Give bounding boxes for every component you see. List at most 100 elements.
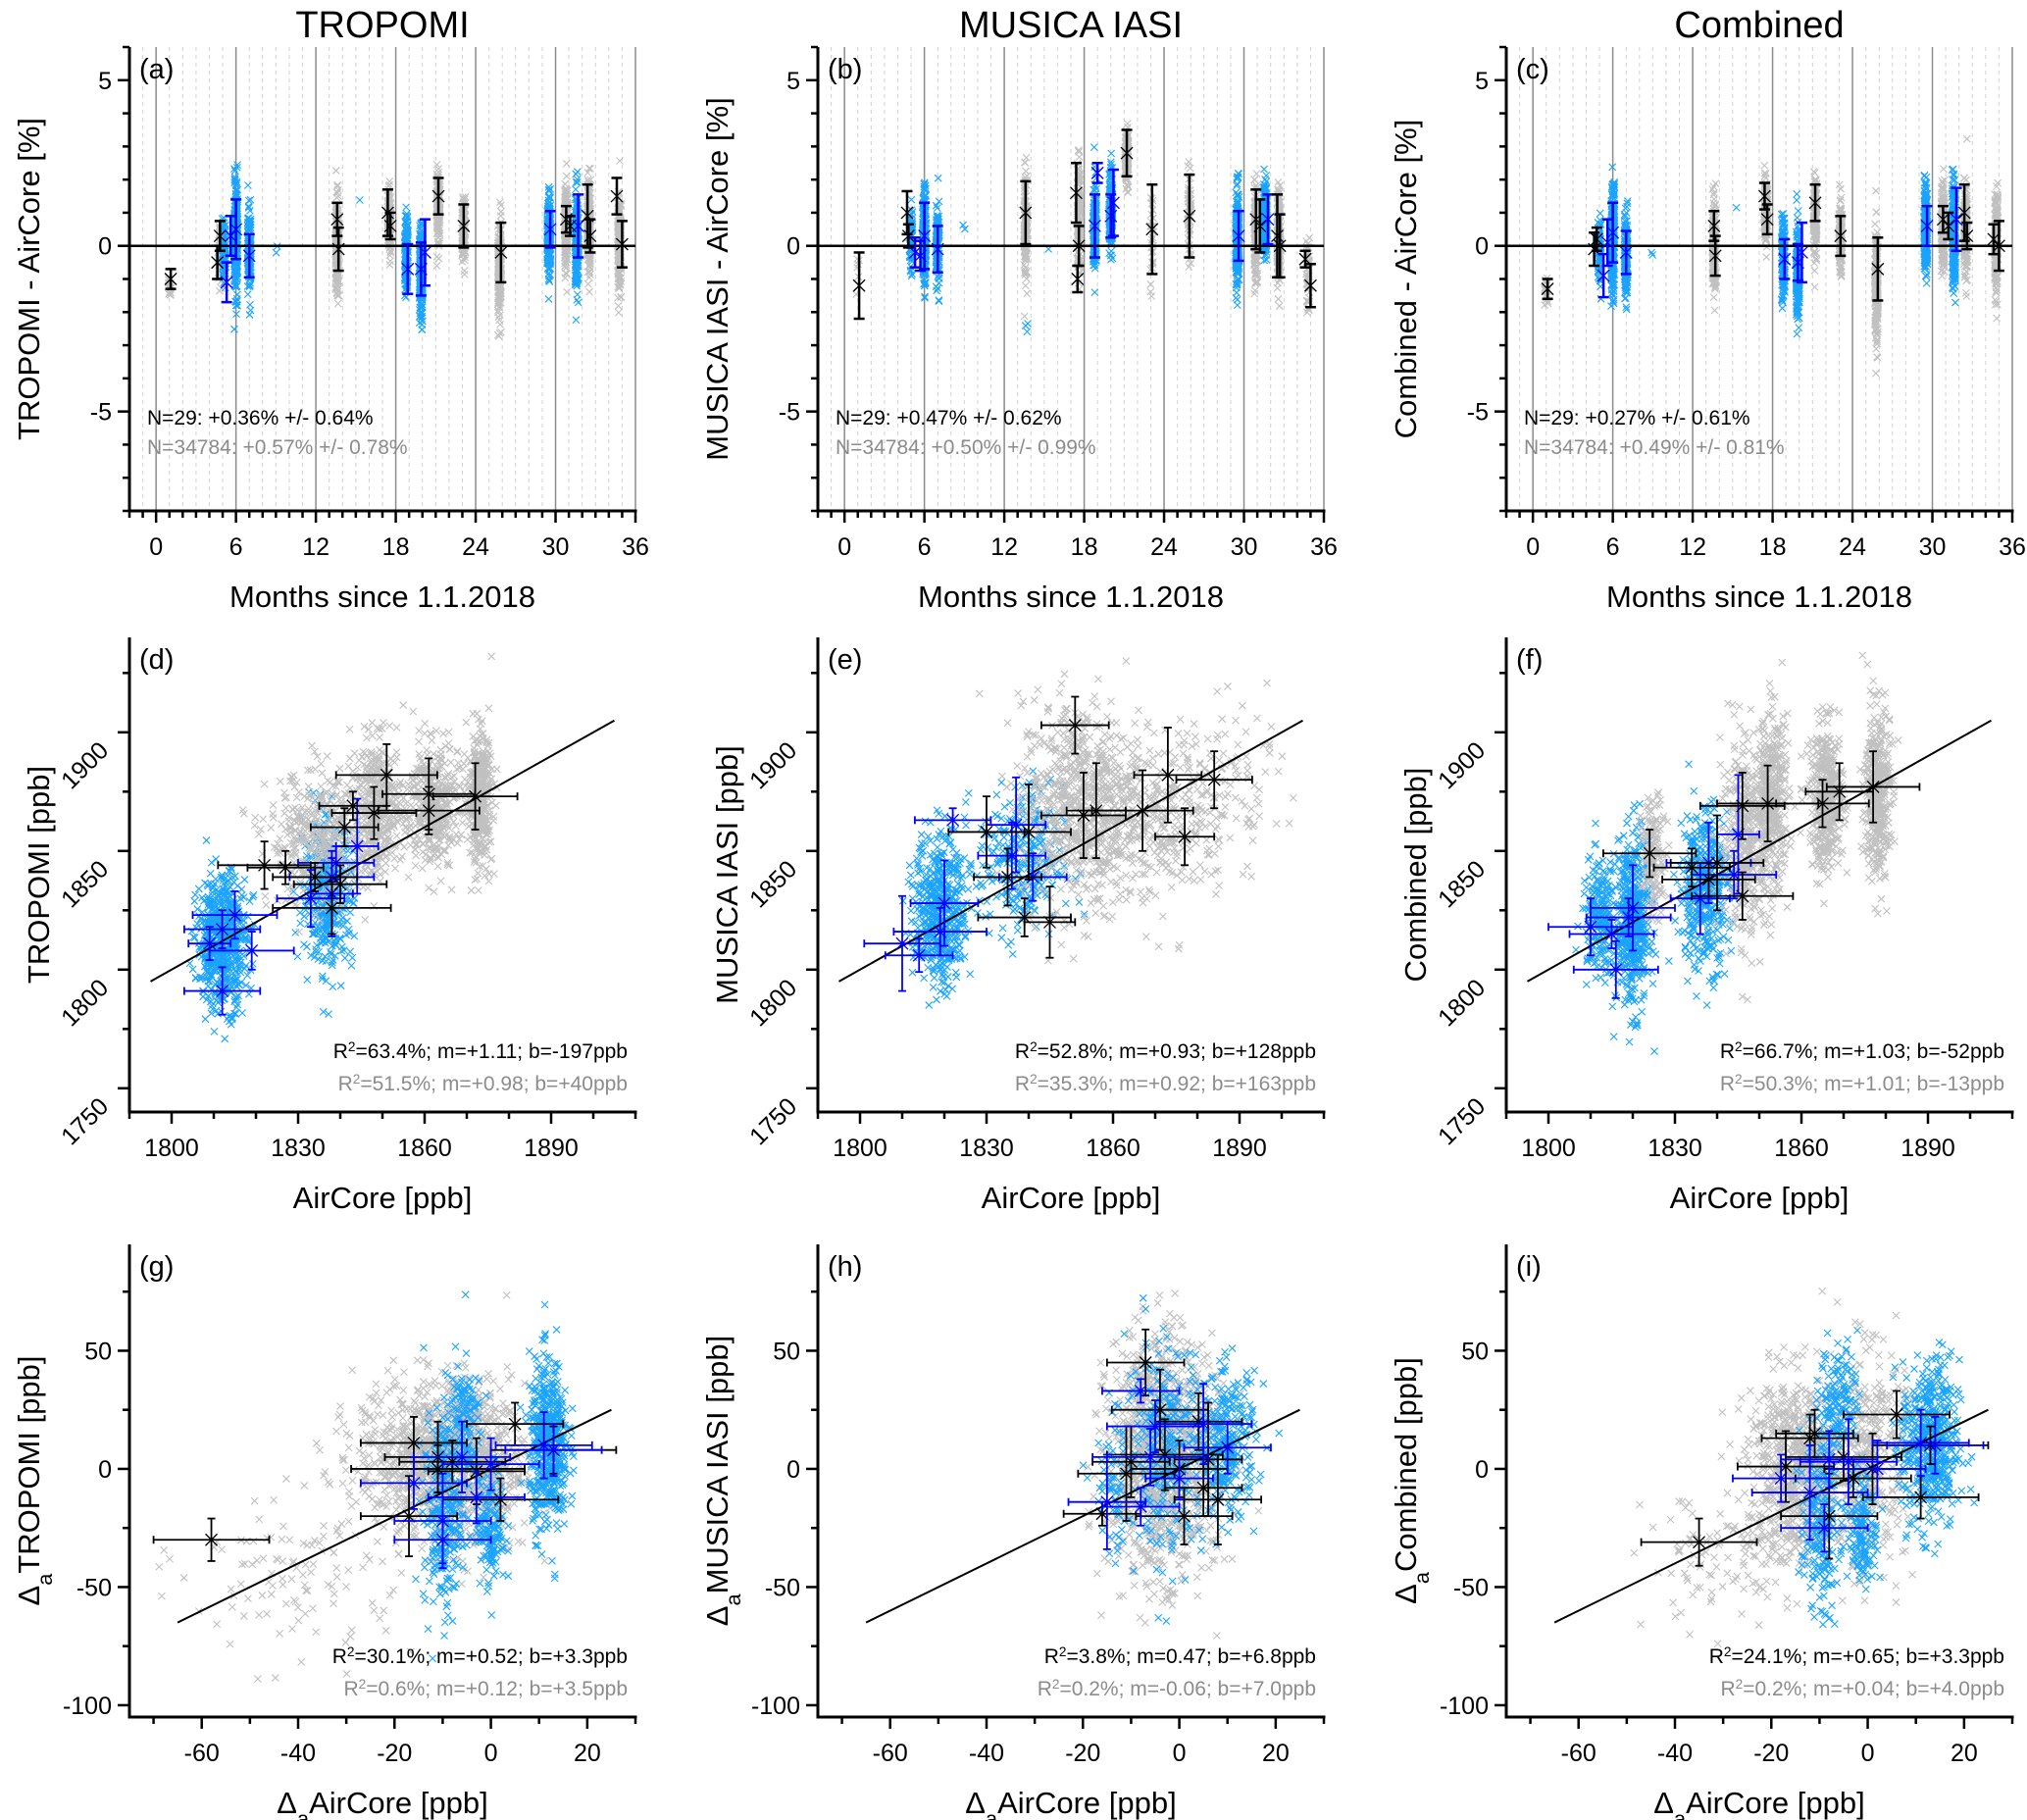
scatter-point-collocated <box>544 182 553 191</box>
plot-area <box>129 157 635 340</box>
scatter-point-collocated <box>545 202 554 210</box>
scatter-point-all <box>495 198 504 207</box>
scatter-point-all <box>614 221 622 229</box>
grid-lines <box>817 47 1325 511</box>
scatter-point-collocated <box>544 294 553 303</box>
mean-marker <box>543 223 557 236</box>
mean-point-with-errorbar <box>213 220 227 253</box>
scatter-point-all <box>586 165 594 173</box>
scatter-point-all <box>614 282 623 291</box>
mean-point-with-errorbar <box>572 193 585 259</box>
mean-point-with-errorbar <box>330 201 344 237</box>
scatter-point-all <box>1021 271 1030 278</box>
mean-point-with-errorbar <box>331 226 345 273</box>
scatter-point-collocated <box>920 281 929 290</box>
scatter-point-collocated <box>1090 257 1098 266</box>
scatter-point-all <box>434 168 443 177</box>
scatter-point-all <box>333 278 342 286</box>
scatter-point-collocated <box>908 270 916 278</box>
scatter-point-collocated <box>1235 275 1242 283</box>
scatter-point-collocated <box>416 229 425 238</box>
scatter-point-collocated <box>543 256 552 264</box>
scatter-point-all <box>386 257 394 266</box>
mean-marker <box>330 213 344 227</box>
scatter-point-collocated <box>573 290 582 299</box>
scatter-point-all <box>496 320 504 329</box>
scatter-point-collocated <box>243 290 252 298</box>
scatter-point-collocated <box>545 278 554 285</box>
scatter-point-collocated <box>231 187 240 196</box>
panel-label: (a) <box>139 54 174 85</box>
scatter-point-all <box>583 268 592 277</box>
scatter-point-collocated <box>416 231 425 240</box>
scatter-point-collocated <box>572 170 581 178</box>
scatter-point-collocated <box>230 167 239 176</box>
scatter-point-collocated <box>245 280 254 289</box>
mean-point-with-errorbar <box>615 220 629 269</box>
scatter-point-all <box>1020 269 1029 277</box>
scatter-point-collocated <box>907 210 916 219</box>
scatter-point-collocated <box>907 272 916 280</box>
mean-marker <box>615 237 629 251</box>
scatter-point-collocated <box>244 202 253 211</box>
scatter-point-all <box>333 299 342 308</box>
scatter-point-collocated <box>245 282 254 291</box>
scatter-point-collocated <box>545 251 554 260</box>
column-titles: TROPOMI MUSICA IASI Combined <box>295 5 1844 46</box>
scatter-point-all <box>434 233 443 242</box>
scatter-point-collocated <box>573 178 582 186</box>
x-tick-label: 0 <box>149 533 163 561</box>
scatter-point-all <box>616 157 624 165</box>
scatter-point-collocated <box>416 225 425 232</box>
scatter-point-collocated <box>572 279 580 288</box>
scatter-point-collocated <box>1105 178 1114 187</box>
y-axis-label: TROPOMI - AirCore [%] <box>12 118 46 440</box>
y-tick-label: -5 <box>90 399 112 427</box>
scatter-point-collocated <box>1233 295 1242 304</box>
scatter-point-all <box>497 328 505 336</box>
mean-point-with-errorbar <box>229 198 243 261</box>
mean-marker <box>242 249 256 263</box>
scatter-point-all <box>614 274 623 282</box>
scatter-point-collocated <box>418 308 427 317</box>
scatter-point-collocated <box>935 296 943 304</box>
scatter-point-collocated <box>920 185 929 194</box>
scatter-point-all <box>585 254 594 263</box>
scatter-point-all <box>617 201 626 209</box>
scatter-point-all <box>1020 312 1029 321</box>
scatter-point-all <box>562 159 571 168</box>
x-tick-label: 12 <box>302 533 329 561</box>
mean-point-with-errorbar <box>383 211 397 241</box>
scatter-point-all <box>586 257 594 265</box>
scatter-point-all <box>1021 281 1030 290</box>
scatter-point-all <box>1187 259 1195 268</box>
scatter-point-collocated <box>1235 170 1242 178</box>
scatter-point-collocated <box>1106 255 1115 264</box>
scatter-point-all <box>459 193 467 201</box>
scatter-point-all <box>1184 162 1192 170</box>
scatter-point-all <box>434 254 443 263</box>
mean-point-with-errorbar <box>457 203 471 249</box>
scatter-point-all <box>1022 153 1031 162</box>
scatter-point-collocated <box>921 292 929 301</box>
scatter-point-collocated <box>231 297 239 306</box>
plot-area <box>818 120 1324 336</box>
scatter-point-collocated <box>230 173 239 181</box>
scatter-point-all <box>617 293 625 302</box>
x-tick-label: 30 <box>542 533 570 561</box>
scatter-point-collocated <box>231 282 240 290</box>
scatter-point-collocated <box>933 204 941 213</box>
scatter-point-collocated <box>934 284 941 292</box>
scatter-point-all <box>617 274 626 282</box>
scatter-point-collocated <box>245 217 254 226</box>
mean-point-with-errorbar <box>583 218 597 254</box>
scatter-point-all <box>1076 208 1085 217</box>
scatter-point-collocated <box>1232 280 1241 289</box>
scatter-point-collocated <box>544 185 553 194</box>
scatter-point-all <box>460 270 469 278</box>
scatter-point-collocated <box>934 174 942 182</box>
scatter-point-all <box>1146 280 1155 288</box>
